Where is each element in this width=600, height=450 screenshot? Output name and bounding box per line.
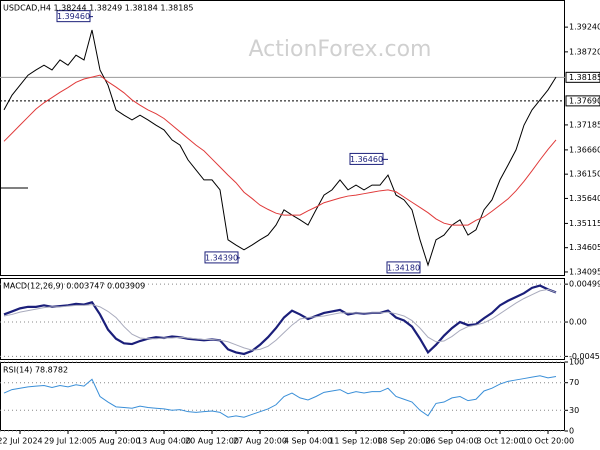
x-tick-label: 20 Aug 12:00 [185,437,239,446]
x-tick-label: 4 Sep 04:00 [284,437,332,446]
pane-title: MACD(12,26,9) 0.003747 0.003909 [3,282,145,291]
level-label: 1.37690 [569,96,600,105]
y-tick-label: 0.00499 [569,280,600,289]
watermark: ActionForex.com [249,37,432,62]
annotation-box [204,251,239,264]
pane-frame [0,362,565,431]
pane-frame [0,0,565,276]
x-tick-label: 29 Jul 12:00 [44,437,92,446]
x-tick-label: 5 Aug 20:00 [92,437,141,446]
y-tick-label: 1.39240 [569,23,600,32]
x-tick-label: 13 Aug 04:00 [137,437,191,446]
x-tick-label: 3 Oct 12:00 [476,437,523,446]
series-line [3,29,557,267]
current-price-box [565,71,600,83]
x-tick-label: 18 Sep 20:00 [377,437,430,446]
y-tick-label: -0.004522 [569,352,600,361]
x-tick-label: 22 Jul 2024 [0,437,43,446]
series-line [3,288,557,351]
annotation-label: 1.39460 [57,12,90,21]
y-tick-label: 1.38720 [569,47,600,56]
y-tick-label: 1.35640 [569,194,600,203]
series-line [3,375,557,418]
y-tick-label: 1.34605 [569,243,600,252]
annotation-label: 1.34390 [205,253,238,262]
annotation-box [386,261,421,274]
annotation-box [56,10,91,23]
y-tick-label: 1.36150 [569,170,600,179]
series-line [3,74,557,226]
y-tick-label: 1.35115 [569,219,600,228]
y-tick-label: 0 [569,427,574,436]
y-tick-label: 30 [569,406,579,415]
annotation-label: 1.34180 [387,263,420,272]
pane-title: RSI(14) 78.8782 [3,366,68,375]
y-tick-label: 1.34095 [569,267,600,276]
current-price-label: 1.38185 [569,73,600,82]
y-tick-label: 70 [569,378,579,387]
x-tick-label: 26 Sep 04:00 [425,437,478,446]
level-box [565,95,600,107]
x-tick-label: 27 Aug 20:00 [233,437,287,446]
series-line [3,284,557,356]
annotation-box [349,152,384,165]
pane-frame [0,278,565,360]
annotation-label: 1.36460 [350,155,383,164]
y-tick-label: 0.00 [569,318,587,327]
y-tick-label: 1.37185 [569,120,600,129]
y-tick-label: 1.36660 [569,145,600,154]
x-tick-label: 11 Sep 12:00 [329,437,382,446]
pane-title: USDCAD,H4 1.38244 1.38249 1.38184 1.3818… [3,4,193,13]
y-tick-label: 100 [569,358,584,367]
x-tick-label: 10 Oct 20:00 [522,437,574,446]
